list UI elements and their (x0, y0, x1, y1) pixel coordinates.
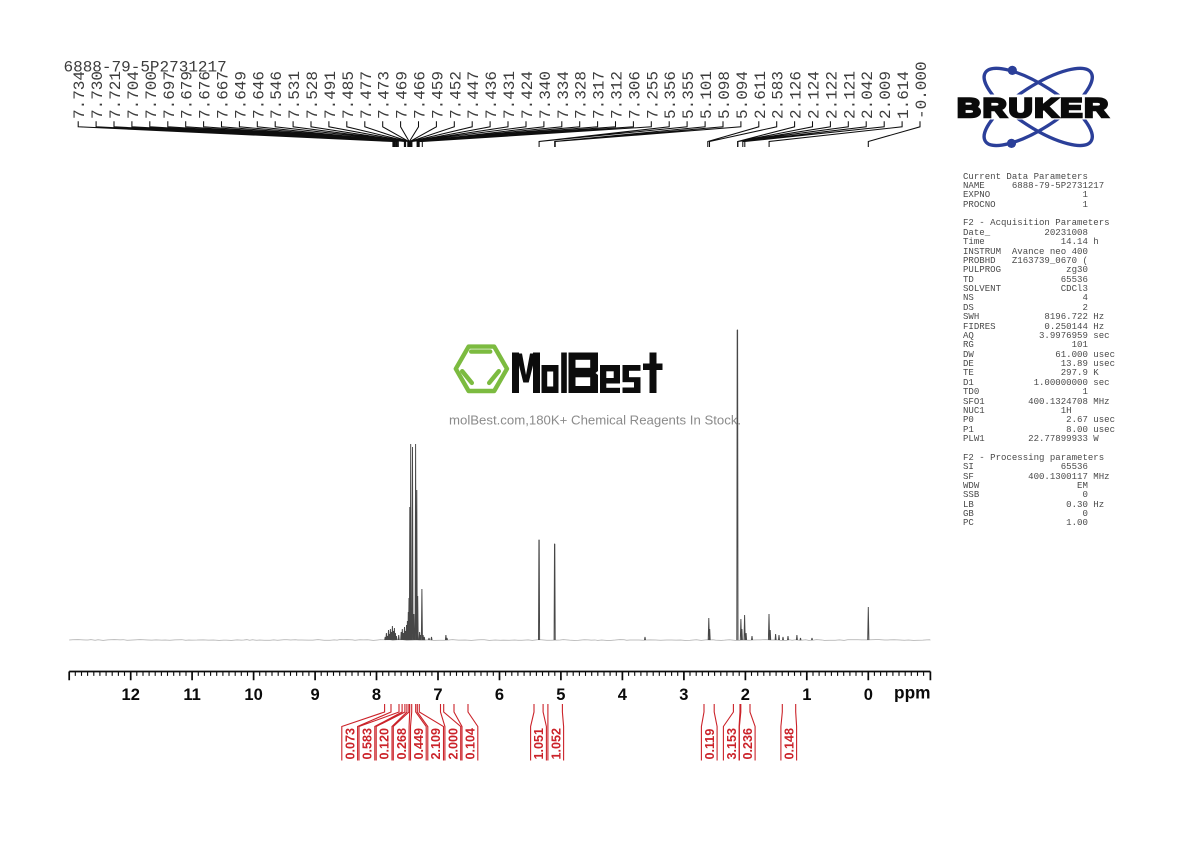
svg-text:7.734: 7.734 (71, 71, 89, 119)
svg-text:7.700: 7.700 (143, 71, 161, 119)
svg-text:7.340: 7.340 (537, 71, 555, 119)
svg-text:7.431: 7.431 (501, 71, 519, 119)
svg-text:2.000: 2.000 (446, 728, 460, 760)
svg-text:5.094: 5.094 (734, 71, 752, 119)
svg-text:0: 0 (864, 686, 873, 704)
svg-text:6888-79-5P2731217: 6888-79-5P2731217 (64, 58, 227, 76)
svg-text:7.721: 7.721 (107, 71, 125, 119)
svg-text:7.459: 7.459 (429, 71, 447, 119)
svg-text:2.121: 2.121 (841, 71, 859, 119)
svg-text:7.667: 7.667 (215, 71, 233, 119)
svg-text:0.073: 0.073 (343, 728, 357, 760)
svg-text:0.449: 0.449 (412, 728, 426, 760)
svg-text:2.122: 2.122 (823, 71, 841, 119)
svg-text:7.697: 7.697 (161, 71, 179, 119)
svg-text:2.109: 2.109 (429, 728, 443, 760)
svg-text:1: 1 (802, 686, 811, 704)
svg-text:7.730: 7.730 (89, 71, 107, 119)
svg-text:7.546: 7.546 (268, 71, 286, 119)
svg-text:ppm: ppm (894, 682, 930, 702)
svg-text:2.583: 2.583 (770, 71, 788, 119)
svg-text:0.119: 0.119 (703, 729, 717, 760)
svg-text:7.328: 7.328 (573, 71, 591, 119)
svg-text:10: 10 (244, 686, 262, 704)
svg-text:3: 3 (679, 686, 688, 704)
svg-text:1.614: 1.614 (895, 71, 913, 119)
svg-text:0.120: 0.120 (378, 728, 392, 760)
svg-text:0.104: 0.104 (464, 728, 478, 760)
svg-text:7.676: 7.676 (197, 71, 215, 119)
svg-text:7.436: 7.436 (483, 71, 501, 119)
svg-text:2.042: 2.042 (859, 71, 877, 119)
svg-text:1.051: 1.051 (532, 728, 546, 760)
svg-text:4: 4 (618, 686, 628, 704)
svg-text:7.469: 7.469 (394, 71, 412, 119)
svg-text:7.334: 7.334 (555, 71, 573, 119)
svg-text:3.153: 3.153 (725, 728, 739, 760)
svg-text:5.356: 5.356 (662, 71, 680, 119)
svg-text:7.447: 7.447 (465, 71, 483, 119)
svg-text:7.679: 7.679 (179, 71, 197, 119)
svg-text:7.528: 7.528 (304, 71, 322, 119)
svg-text:12: 12 (122, 686, 140, 704)
svg-text:7.704: 7.704 (125, 71, 143, 119)
svg-text:7: 7 (433, 686, 442, 704)
svg-text:0.148: 0.148 (782, 728, 796, 760)
svg-text:-0.000: -0.000 (913, 61, 931, 119)
svg-text:7.452: 7.452 (447, 71, 465, 119)
svg-text:7.317: 7.317 (591, 71, 609, 119)
svg-text:molBest.com,180K+ Chemical Rea: molBest.com,180K+ Chemical Reagents In S… (449, 413, 741, 428)
svg-text:7.531: 7.531 (286, 71, 304, 119)
svg-text:1.052: 1.052 (549, 728, 563, 760)
svg-text:7.466: 7.466 (412, 71, 430, 119)
svg-text:2.124: 2.124 (806, 71, 824, 119)
svg-text:5.355: 5.355 (680, 71, 698, 119)
svg-text:BRUKER: BRUKER (957, 94, 1110, 123)
svg-text:11: 11 (183, 686, 200, 704)
svg-text:2.009: 2.009 (877, 71, 895, 119)
svg-text:5.098: 5.098 (716, 71, 734, 119)
svg-text:7.424: 7.424 (519, 71, 537, 119)
svg-text:7.312: 7.312 (609, 71, 627, 119)
svg-text:0.583: 0.583 (361, 728, 375, 760)
svg-text:0.236: 0.236 (741, 728, 755, 760)
svg-text:6: 6 (495, 686, 504, 704)
svg-text:2.126: 2.126 (788, 71, 806, 119)
svg-text:7.485: 7.485 (340, 71, 358, 119)
svg-text:7.491: 7.491 (322, 71, 340, 119)
svg-text:7.646: 7.646 (250, 71, 268, 119)
svg-text:2.611: 2.611 (752, 71, 770, 119)
svg-text:8: 8 (372, 686, 381, 704)
svg-text:9: 9 (311, 686, 320, 704)
svg-text:7.477: 7.477 (358, 71, 376, 119)
svg-text:2: 2 (741, 686, 750, 704)
svg-text:5.101: 5.101 (698, 71, 716, 119)
svg-text:7.649: 7.649 (232, 71, 250, 119)
svg-text:0.268: 0.268 (395, 728, 409, 760)
svg-text:7.306: 7.306 (626, 71, 644, 119)
svg-text:5: 5 (556, 686, 565, 704)
svg-text:7.473: 7.473 (376, 71, 394, 119)
svg-text:7.255: 7.255 (644, 71, 662, 119)
